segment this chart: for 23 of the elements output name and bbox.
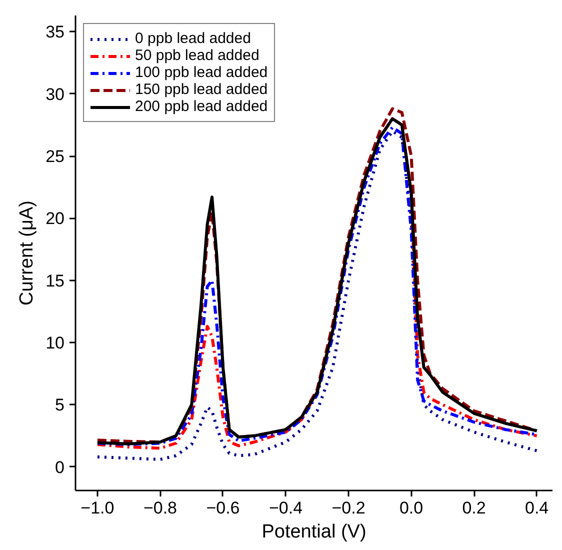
y-tick-label: 15 (46, 271, 65, 290)
y-tick-label: 5 (55, 396, 65, 415)
y-tick-label: 20 (46, 209, 65, 228)
legend-label: 200 ppb lead added (135, 98, 268, 115)
y-tick-label: 10 (46, 334, 65, 353)
x-tick-label: −0.2 (332, 498, 366, 518)
y-tick-label: 25 (46, 147, 65, 166)
x-tick-label: −0.8 (143, 498, 178, 518)
legend-label: 50 ppb lead added (135, 47, 260, 64)
y-tick-label: 0 (55, 458, 65, 477)
x-tick-label: 0.4 (524, 498, 549, 518)
x-tick-label: 0.2 (462, 498, 486, 518)
x-axis-title: Potential (V) (262, 522, 366, 542)
legend-label: 100 ppb lead added (135, 64, 268, 81)
y-tick-label: 30 (46, 84, 65, 104)
y-tick-label: 35 (46, 22, 65, 42)
x-tick-label: −0.6 (206, 498, 240, 518)
x-tick-label: −0.4 (268, 498, 303, 518)
x-tick-label: 0.0 (399, 498, 424, 518)
legend-label: 150 ppb lead added (135, 81, 268, 98)
legend-label: 0 ppb lead added (135, 30, 251, 47)
x-tick-label: −1.0 (80, 498, 114, 518)
y-axis-title: Current (μA) (16, 200, 38, 306)
